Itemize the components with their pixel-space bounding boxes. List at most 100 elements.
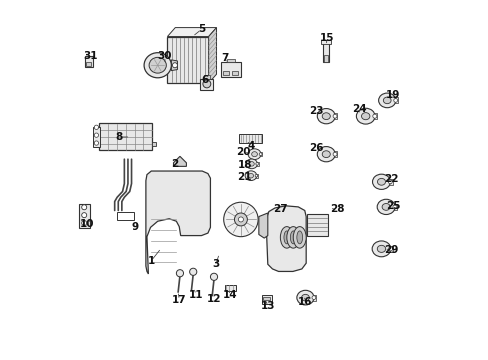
Ellipse shape	[203, 80, 210, 88]
Ellipse shape	[377, 179, 385, 185]
Ellipse shape	[81, 221, 86, 226]
Bar	[221, 62, 241, 77]
Ellipse shape	[361, 113, 369, 120]
Ellipse shape	[377, 245, 385, 252]
Bar	[226, 59, 235, 62]
Bar	[99, 123, 152, 150]
Text: 31: 31	[83, 51, 98, 61]
Text: 26: 26	[308, 143, 323, 153]
Text: 5: 5	[198, 24, 204, 35]
Polygon shape	[258, 213, 267, 238]
Text: 24: 24	[351, 104, 366, 114]
Ellipse shape	[172, 63, 177, 68]
Bar	[231, 71, 238, 75]
Bar	[203, 75, 209, 79]
Bar	[392, 204, 397, 210]
Ellipse shape	[251, 152, 257, 157]
Polygon shape	[265, 206, 305, 271]
Ellipse shape	[259, 153, 262, 156]
Bar	[254, 174, 258, 177]
Bar	[371, 113, 377, 120]
Ellipse shape	[311, 296, 315, 300]
Text: 23: 23	[308, 106, 323, 116]
Ellipse shape	[317, 147, 335, 162]
Ellipse shape	[248, 174, 253, 178]
Text: 13: 13	[260, 301, 274, 311]
Text: 6: 6	[201, 75, 208, 85]
Bar	[332, 151, 337, 157]
Ellipse shape	[392, 205, 396, 209]
Text: 19: 19	[386, 90, 400, 100]
Ellipse shape	[388, 247, 392, 251]
Bar	[261, 295, 271, 304]
Text: 29: 29	[384, 245, 398, 255]
Ellipse shape	[378, 93, 395, 108]
Ellipse shape	[81, 205, 86, 210]
Text: 17: 17	[172, 295, 186, 305]
Ellipse shape	[356, 108, 374, 124]
Bar	[85, 55, 93, 67]
Text: 15: 15	[319, 33, 333, 43]
Ellipse shape	[296, 231, 302, 244]
Ellipse shape	[244, 171, 256, 180]
Ellipse shape	[238, 217, 243, 222]
Bar	[323, 55, 327, 62]
Ellipse shape	[322, 113, 329, 120]
Bar	[332, 113, 337, 119]
Bar	[263, 297, 270, 300]
Ellipse shape	[255, 174, 257, 177]
Text: 3: 3	[212, 259, 219, 269]
Text: 14: 14	[223, 291, 237, 301]
Ellipse shape	[144, 53, 171, 78]
Ellipse shape	[284, 231, 289, 244]
Text: 10: 10	[80, 219, 95, 229]
Ellipse shape	[189, 268, 196, 275]
Bar	[117, 212, 134, 220]
Ellipse shape	[234, 213, 247, 226]
Bar	[258, 152, 262, 156]
Text: 12: 12	[206, 294, 221, 304]
Ellipse shape	[393, 99, 397, 102]
Text: 21: 21	[237, 172, 251, 182]
Text: 27: 27	[272, 204, 287, 215]
Ellipse shape	[94, 141, 99, 145]
Ellipse shape	[383, 97, 390, 104]
Ellipse shape	[296, 290, 313, 305]
Ellipse shape	[332, 152, 336, 156]
Ellipse shape	[293, 226, 305, 248]
Bar	[322, 40, 328, 62]
Text: 2: 2	[171, 159, 178, 169]
Text: 25: 25	[386, 201, 400, 211]
Bar	[93, 127, 100, 147]
Ellipse shape	[245, 159, 257, 169]
Ellipse shape	[247, 149, 261, 159]
Text: 18: 18	[238, 160, 252, 170]
Text: 30: 30	[157, 51, 172, 61]
Ellipse shape	[317, 109, 335, 124]
Polygon shape	[208, 28, 216, 83]
Ellipse shape	[223, 202, 258, 237]
Text: 22: 22	[384, 174, 398, 184]
Ellipse shape	[387, 180, 391, 184]
Text: 9: 9	[131, 222, 139, 231]
Polygon shape	[171, 60, 177, 71]
Ellipse shape	[372, 114, 376, 118]
Ellipse shape	[301, 294, 309, 301]
Polygon shape	[145, 171, 210, 274]
Ellipse shape	[255, 163, 258, 165]
Ellipse shape	[290, 231, 296, 244]
Ellipse shape	[376, 199, 394, 215]
Bar	[79, 204, 89, 228]
Ellipse shape	[381, 203, 389, 210]
Ellipse shape	[322, 151, 329, 158]
Ellipse shape	[371, 241, 390, 257]
Bar	[392, 97, 397, 103]
Ellipse shape	[149, 57, 166, 73]
Ellipse shape	[94, 133, 99, 137]
Text: 8: 8	[115, 132, 122, 142]
Ellipse shape	[210, 273, 217, 280]
Text: 1: 1	[147, 256, 155, 266]
Bar	[152, 141, 156, 146]
Ellipse shape	[248, 162, 254, 166]
Ellipse shape	[94, 125, 99, 130]
